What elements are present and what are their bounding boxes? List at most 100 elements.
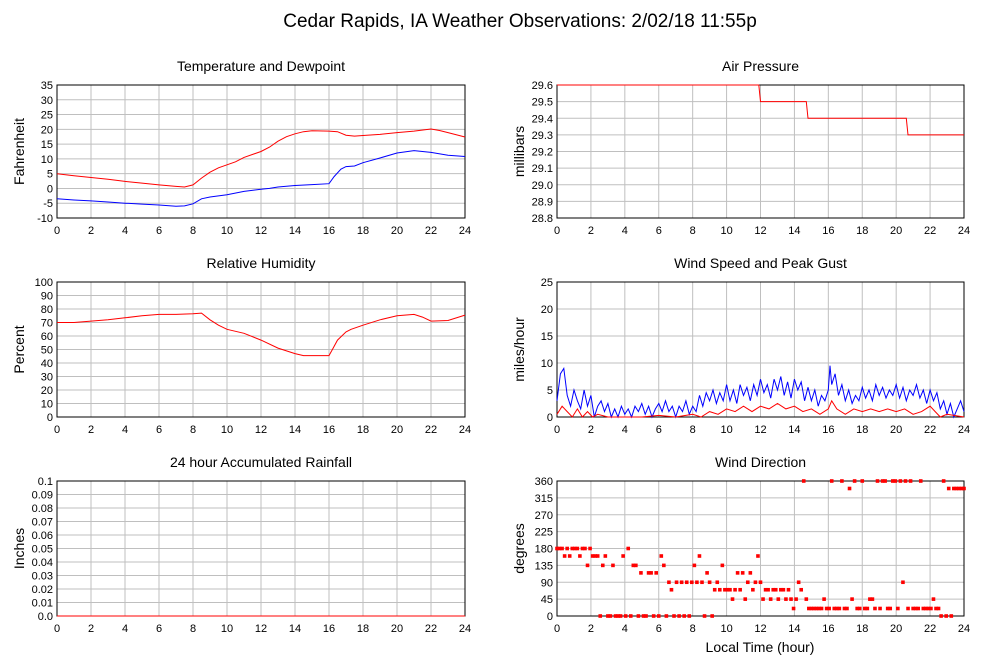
series-line-1	[56, 150, 466, 207]
series-line-0	[57, 312, 466, 357]
x-tick-label: 16	[323, 623, 335, 635]
x-tick-label: 24	[459, 424, 471, 436]
x-tick-label: 20	[391, 424, 403, 436]
data-point	[862, 606, 867, 611]
chart-title: Wind Direction	[715, 454, 806, 470]
x-tick-label: 20	[391, 623, 403, 635]
data-point	[570, 546, 575, 551]
y-tick-label: 10	[541, 358, 553, 370]
data-point	[840, 479, 844, 483]
y-tick-label: 15	[541, 331, 553, 343]
data-point	[690, 580, 694, 585]
data-point	[753, 580, 758, 585]
x-tick-label: 6	[156, 225, 162, 237]
data-point	[740, 571, 745, 575]
data-point	[738, 587, 742, 592]
x-tick-label: 0	[554, 424, 560, 436]
data-point	[837, 606, 842, 611]
data-point	[929, 606, 933, 611]
x-tick-label: 14	[788, 424, 800, 436]
data-point	[745, 580, 750, 585]
x-tick-label: 6	[156, 623, 162, 635]
x-tick-label: 8	[690, 424, 696, 436]
data-point	[664, 614, 669, 618]
x-tick-label: 6	[656, 225, 662, 237]
data-point	[697, 554, 702, 558]
data-point	[860, 479, 865, 483]
data-point	[781, 587, 786, 592]
x-tick-label: 4	[122, 225, 128, 237]
y-tick-label: 29.6	[532, 80, 553, 92]
x-tick-label: 10	[221, 623, 233, 635]
data-point	[730, 597, 735, 601]
data-point	[954, 486, 959, 491]
data-point	[913, 606, 918, 611]
data-point	[896, 606, 900, 611]
x-tick-label: 12	[754, 623, 766, 635]
data-point	[962, 486, 966, 491]
y-tick-label: 10	[41, 399, 53, 411]
data-point	[621, 554, 625, 558]
x-tick-label: 16	[323, 225, 335, 237]
data-point	[819, 606, 824, 611]
data-point	[628, 614, 633, 618]
y-tick-label: 45	[541, 594, 553, 606]
data-point	[733, 587, 737, 592]
x-tick-label: 14	[289, 623, 301, 635]
plot-border	[556, 281, 965, 418]
data-point	[890, 479, 895, 483]
y-tick-label: 5	[547, 385, 553, 397]
data-point	[684, 580, 689, 585]
data-point	[608, 614, 613, 618]
data-point	[768, 597, 773, 601]
y-tick-label: 28.9	[532, 196, 553, 208]
x-tick-label: 12	[255, 225, 267, 237]
y-tick-label: 360	[535, 476, 553, 488]
y-tick-label: 20	[541, 304, 553, 316]
data-point	[641, 614, 646, 618]
x-tick-label: 4	[122, 424, 128, 436]
y-tick-label: 90	[541, 577, 553, 589]
data-point	[583, 546, 587, 551]
data-point	[845, 606, 849, 611]
data-point	[720, 563, 725, 568]
figure-title: Cedar Rapids, IA Weather Observations: 2…	[283, 11, 757, 32]
data-point	[865, 606, 870, 611]
y-axis-label: degrees	[511, 523, 527, 574]
chart-title: 24 hour Accumulated Rainfall	[170, 454, 352, 470]
y-tick-label: 100	[35, 277, 53, 289]
data-point	[710, 614, 714, 618]
data-point	[667, 580, 671, 585]
data-point	[799, 587, 803, 592]
data-point	[593, 554, 597, 558]
data-point	[700, 580, 704, 585]
data-point	[651, 614, 656, 618]
x-tick-label: 16	[822, 424, 834, 436]
x-tick-label: 24	[958, 424, 970, 436]
data-point	[921, 606, 926, 611]
data-point	[763, 587, 768, 592]
data-point	[773, 587, 778, 592]
data-point	[578, 554, 582, 558]
plot-border	[56, 281, 466, 418]
x-tick-label: 6	[656, 424, 662, 436]
x-tick-label: 2	[588, 225, 594, 237]
data-point	[878, 606, 882, 611]
y-tick-label: 29.0	[532, 180, 553, 192]
data-point	[600, 563, 605, 568]
x-tick-label: 8	[190, 424, 196, 436]
x-tick-label: 10	[221, 225, 233, 237]
data-point	[756, 554, 760, 558]
x-tick-label: 20	[890, 623, 902, 635]
x-tick-label: 16	[822, 623, 834, 635]
y-tick-label: 28.8	[532, 213, 553, 225]
data-point	[623, 614, 628, 618]
data-point	[824, 606, 829, 611]
data-point	[616, 614, 620, 618]
data-point	[868, 597, 872, 601]
y-tick-label: 0.01	[32, 598, 53, 610]
data-point	[939, 614, 943, 618]
y-tick-label: 90	[41, 291, 53, 303]
data-point	[829, 479, 834, 483]
